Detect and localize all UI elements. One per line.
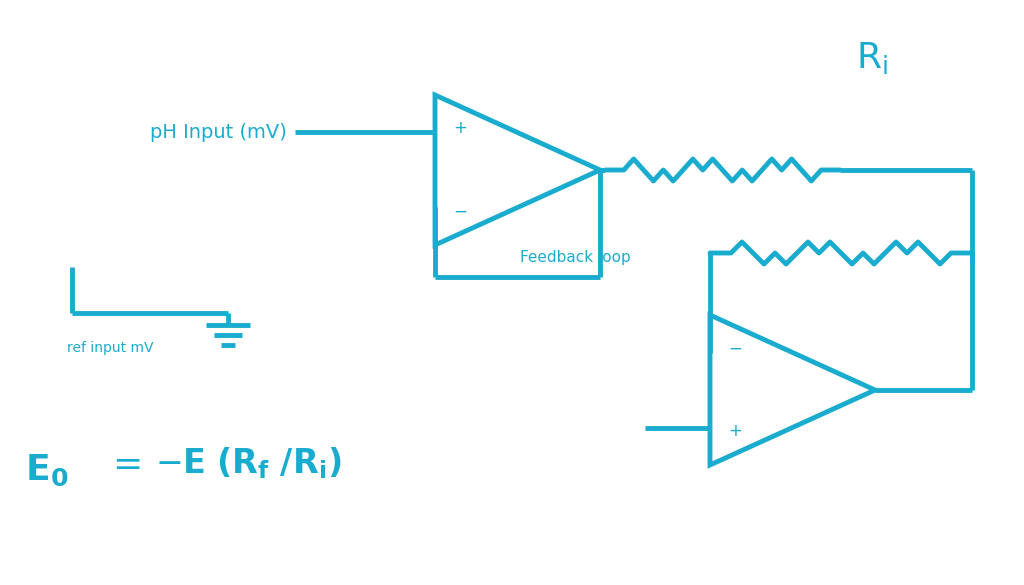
Text: $\mathbf{E_0}$: $\mathbf{E_0}$ (25, 452, 69, 488)
Text: R$_{\mathregular{i}}$: R$_{\mathregular{i}}$ (856, 40, 888, 76)
Text: +: + (453, 119, 467, 137)
Text: ref input mV: ref input mV (67, 341, 154, 355)
Text: Feedback loop: Feedback loop (519, 250, 631, 265)
Text: +: + (728, 422, 741, 441)
Text: −: − (728, 339, 741, 357)
Text: pH Input (mV): pH Input (mV) (151, 123, 287, 142)
Text: $-\mathbf{E}\ \mathbf{(R_f\ /R_i)}$: $-\mathbf{E}\ \mathbf{(R_f\ /R_i)}$ (155, 445, 341, 481)
Text: $=$: $=$ (105, 446, 140, 480)
Text: −: − (453, 202, 467, 221)
